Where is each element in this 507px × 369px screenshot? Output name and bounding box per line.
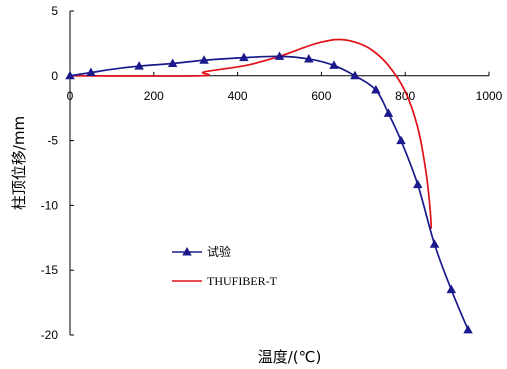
- legend-label-thufiber: THUFIBER-T: [207, 274, 278, 288]
- y-tick-label: -15: [41, 263, 59, 277]
- data-point-marker: [383, 108, 394, 117]
- data-point-marker: [463, 324, 473, 334]
- y-tick-label: 5: [51, 4, 58, 18]
- y-tick-label: -10: [41, 198, 59, 212]
- data-point-marker: [413, 179, 423, 189]
- data-point-marker: [134, 61, 144, 70]
- data-point-marker: [371, 85, 381, 94]
- x-axis-title: 温度/(℃): [258, 348, 322, 366]
- x-tick-label: 0: [67, 89, 74, 103]
- data-point-marker: [429, 239, 440, 248]
- y-axis-title: 柱顶位移/mm: [10, 116, 28, 210]
- legend-label-test: 试验: [207, 244, 231, 259]
- data-point-marker: [274, 51, 285, 60]
- y-tick-label: -20: [41, 328, 59, 342]
- ticks-group: 0 200 400 600 800 1000 5 0 -5 -10 -15 -20: [41, 4, 503, 342]
- series-line-thufiber: [69, 38, 433, 229]
- data-point-marker: [239, 52, 249, 62]
- x-tick-label: 1000: [476, 89, 503, 103]
- data-point-marker: [86, 67, 96, 77]
- data-point-marker: [167, 58, 178, 67]
- legend: 试验 THUFIBER-T: [172, 244, 278, 288]
- data-point-marker: [446, 284, 457, 294]
- x-tick-label: 800: [395, 89, 415, 103]
- series-group: [65, 38, 473, 334]
- y-tick-label: -5: [47, 134, 58, 148]
- x-tick-label: 400: [228, 89, 248, 103]
- data-point-marker: [199, 55, 209, 64]
- data-point-marker: [350, 70, 360, 80]
- data-point-marker: [396, 135, 406, 145]
- x-tick-label: 600: [311, 89, 331, 103]
- data-point-marker: [65, 70, 75, 80]
- legend-triangle-marker: [182, 247, 192, 256]
- data-point-marker: [304, 53, 314, 63]
- y-tick-label: 0: [51, 69, 58, 83]
- data-point-marker: [329, 60, 339, 69]
- x-tick-label: 200: [144, 89, 164, 103]
